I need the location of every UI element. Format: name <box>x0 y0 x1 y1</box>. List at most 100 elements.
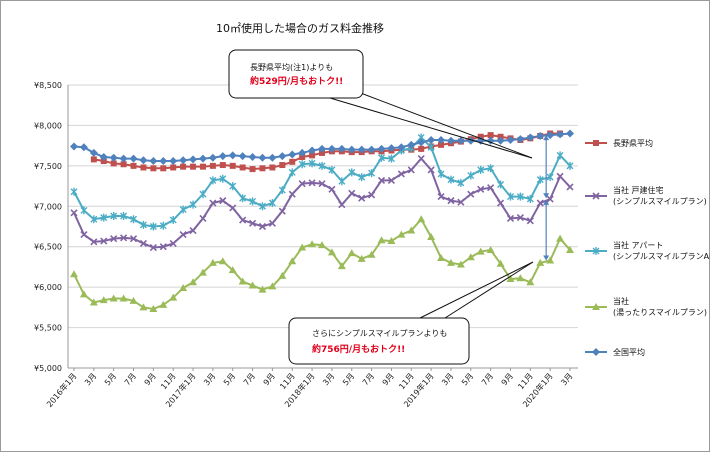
nagano-avg-point <box>199 163 206 170</box>
yuttari-smile-point <box>258 285 267 293</box>
legend-nagano-avg-point <box>593 140 599 146</box>
national-avg-point <box>298 148 307 157</box>
y-tick-label: ¥6,500 <box>34 243 62 252</box>
detached-simple-smile-point <box>90 238 98 246</box>
detached-simple-smile-point <box>496 199 505 207</box>
detached-simple-smile-point <box>407 166 415 174</box>
apartment-simple-smile-ap-point <box>70 187 78 196</box>
yuttari-smile-point <box>566 245 574 253</box>
apartment-simple-smile-ap-point <box>447 175 455 184</box>
apartment-simple-smile-ap-point <box>368 169 376 178</box>
x-tick-label: 7月 <box>123 372 138 388</box>
yuttari-smile-point <box>268 282 277 290</box>
apartment-simple-smile-ap-point <box>328 165 336 174</box>
arrow-plan-diff-head-top <box>543 199 550 205</box>
detached-simple-smile-point <box>377 176 386 184</box>
yuttari-smile-point <box>228 266 237 274</box>
series-detached-simple-smile <box>70 155 574 252</box>
x-tick-label: 9月 <box>500 372 515 388</box>
series-line-detached-simple-smile <box>73 157 571 249</box>
detached-simple-smile-point <box>70 209 78 217</box>
national-avg-point <box>198 154 207 163</box>
detached-simple-smile-point <box>278 207 286 215</box>
detached-simple-smile-point <box>487 184 495 192</box>
yuttari-smile-point <box>139 303 148 311</box>
x-tick-label: 11月 <box>516 372 535 392</box>
yuttari-smile-point <box>427 233 436 241</box>
apartment-simple-smile-ap-point <box>80 206 88 215</box>
callout-bottom: さらにシンプルスマイルプランよりも 約756円/月もおトク!! <box>288 261 534 365</box>
callout-bottom-leader <box>419 261 534 319</box>
series-group <box>70 129 574 312</box>
yuttari-smile-point <box>536 258 545 266</box>
national-avg-point <box>446 136 455 145</box>
national-avg-point <box>357 145 366 154</box>
national-avg-point <box>179 156 188 165</box>
apartment-simple-smile-ap-point <box>318 161 326 170</box>
apartment-simple-smile-ap-point <box>288 168 296 177</box>
yuttari-smile-point <box>89 298 98 306</box>
nagano-avg-point <box>249 166 256 173</box>
detached-simple-smile-point <box>308 179 316 187</box>
yuttari-smile-point <box>218 257 227 265</box>
national-avg-point <box>278 152 287 161</box>
apartment-simple-smile-ap-point <box>278 186 286 195</box>
national-avg-point <box>119 154 128 163</box>
yuttari-smile-point <box>476 247 485 255</box>
yuttari-smile-point <box>347 249 356 257</box>
national-avg-point <box>228 151 237 160</box>
apartment-simple-smile-ap-point <box>209 176 217 185</box>
x-tick-label: 9月 <box>143 372 158 388</box>
national-avg-point <box>308 146 317 155</box>
detached-simple-smile-point <box>129 235 138 243</box>
national-avg-point <box>516 135 525 144</box>
detached-simple-smile-point <box>457 198 465 206</box>
detached-simple-smile-point <box>427 166 435 174</box>
nagano-avg-point <box>497 133 504 140</box>
apartment-simple-smile-ap-point <box>378 153 386 162</box>
x-tick-label: 5月 <box>341 372 356 388</box>
apartment-simple-smile-ap-point <box>90 215 98 224</box>
apartment-simple-smile-ap-point <box>110 211 118 220</box>
apartment-simple-smile-ap-point <box>179 205 187 214</box>
detached-simple-smile-point <box>80 231 88 239</box>
detached-simple-smile-point <box>397 170 405 178</box>
apartment-simple-smile-ap-point <box>229 182 237 191</box>
yuttari-smile-point <box>308 240 317 248</box>
y-tick-label: ¥7,500 <box>34 162 62 171</box>
yuttari-smile-point <box>377 236 386 244</box>
national-avg-point <box>238 152 247 161</box>
detached-simple-smile-point <box>298 180 306 188</box>
yuttari-smile-point <box>387 237 396 245</box>
callout-bottom-leader-2 <box>444 261 534 319</box>
apartment-simple-smile-ap-point <box>467 171 475 180</box>
detached-simple-smile-point <box>546 195 554 203</box>
nagano-avg-point <box>209 162 216 169</box>
nagano-avg-point <box>140 164 147 171</box>
yuttari-smile-point <box>357 254 366 262</box>
yuttari-smile-point <box>318 241 326 249</box>
detached-simple-smile-point <box>358 194 366 202</box>
nagano-avg-point <box>418 145 425 152</box>
yuttari-smile-point <box>446 258 455 266</box>
callout-bottom-box <box>288 317 470 365</box>
detached-simple-smile-point <box>566 183 574 191</box>
yuttari-smile-point <box>298 243 307 251</box>
legend-apartment-simple-smile-ap-point <box>592 247 600 255</box>
apartment-simple-smile-ap-point <box>169 216 177 225</box>
national-avg-point <box>546 131 555 140</box>
nagano-avg-point <box>299 153 306 160</box>
callout-top: 長野県平均(注1)よりも 約529円/月もおトク!! <box>228 49 533 159</box>
national-avg-point <box>218 152 227 161</box>
yuttari-smile-point <box>238 277 247 285</box>
apartment-simple-smile-ap-point <box>487 164 495 173</box>
yuttari-smile-point <box>119 294 128 302</box>
detached-simple-smile-point <box>506 214 515 222</box>
national-avg-point <box>367 145 376 154</box>
y-tick-label: ¥5,000 <box>34 364 62 373</box>
x-tick-label: 3月 <box>202 372 217 388</box>
callout-top-line1: 長野県平均(注1)よりも <box>250 62 333 72</box>
x-tick-label: 11月 <box>278 372 297 392</box>
difference-arrows <box>543 135 550 261</box>
